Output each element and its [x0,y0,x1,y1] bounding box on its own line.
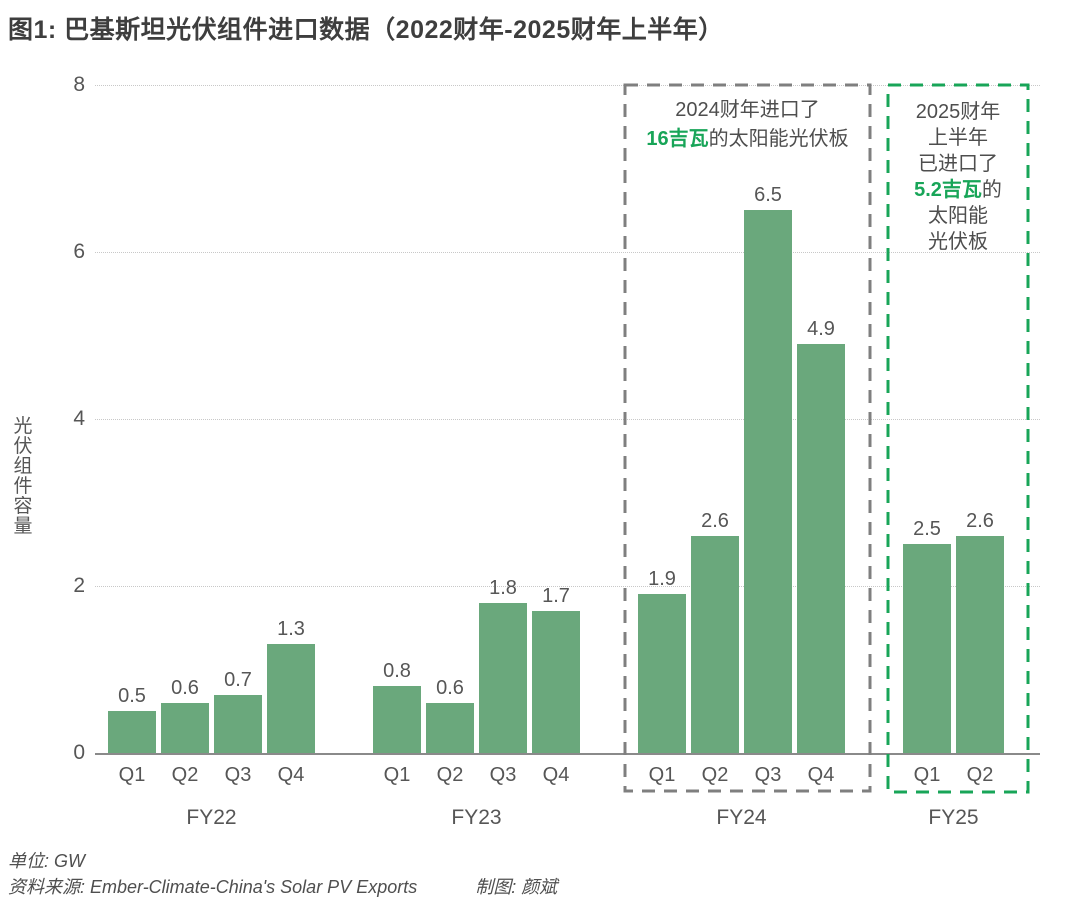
bar-FY24-Q3 [744,210,792,753]
bar-FY22-Q2 [161,703,209,753]
chart-title: 图1: 巴基斯坦光伏组件进口数据（2022财年-2025财年上半年） [8,16,724,44]
y-tick-label-2: 2 [73,574,85,597]
bar-FY24-Q2 [691,536,739,753]
annotation-text: 2024财年进口了 [675,99,820,121]
bar-value-label: 1.8 [489,577,517,599]
annotation-text: 已进口了 [918,153,998,175]
bar-FY23-Q1 [373,686,421,753]
bar-value-label: 1.7 [542,585,570,607]
bar-FY22-Q4 [267,644,315,753]
bar-value-label: 0.6 [436,677,464,699]
gridline-2 [95,586,1040,587]
gridline-4 [95,419,1040,420]
bar-FY23-Q3 [479,603,527,753]
annotation-FY25: 2025财年 上半年 已进口了 5.2吉瓦的 太阳能 光伏板 [888,99,1028,255]
annotation-text: 的太阳能光伏板 [708,128,849,150]
quarter-label: Q4 [542,764,570,786]
gridline-6 [95,252,1040,253]
bar-FY24-Q4 [797,344,845,753]
annotation-text: 2025财年 [915,101,1001,123]
annotation-highlight-text: 16吉瓦 [646,128,709,150]
annotation-line: 2024财年进口了 [625,96,870,125]
quarter-label: Q3 [754,764,782,786]
bar-FY22-Q1 [108,711,156,753]
bar-value-label: 0.6 [171,677,199,699]
group-label-FY24: FY24 [716,806,767,829]
quarter-label: Q1 [383,764,411,786]
quarter-label: Q4 [807,764,835,786]
quarter-label: Q4 [277,764,305,786]
bar-FY22-Q3 [214,695,262,753]
gridline-8 [95,85,1040,86]
quarter-label: Q1 [913,764,941,786]
bar-value-label: 2.6 [701,510,729,532]
bar-value-label: 1.9 [648,568,676,590]
quarter-label: Q2 [701,764,729,786]
y-tick-label-6: 6 [73,240,85,263]
annotation-text: 光伏板 [928,231,988,253]
quarter-label: Q2 [171,764,199,786]
quarter-label: Q3 [224,764,252,786]
annotation-text: 太阳能 [928,205,988,227]
bar-FY25-Q2 [956,536,1004,753]
bar-value-label: 0.7 [224,669,252,691]
quarter-label: Q2 [436,764,464,786]
unit-note: 单位: GW [8,851,85,871]
bar-FY25-Q1 [903,544,951,753]
annotation-line: 光伏板 [888,229,1028,255]
annotation-text: 的 [981,179,1002,201]
y-tick-label-8: 8 [73,73,85,96]
credit-note: 制图: 颜斌 [475,877,558,897]
quarter-label: Q1 [648,764,676,786]
bar-FY23-Q4 [532,611,580,753]
annotation-line: 上半年 [888,125,1028,151]
group-label-FY22: FY22 [186,806,237,829]
group-label-FY23: FY23 [451,806,502,829]
group-label-FY25: FY25 [928,806,979,829]
bar-FY23-Q2 [426,703,474,753]
x-axis-line [95,753,1040,755]
quarter-label: Q1 [118,764,146,786]
annotation-highlight-text: 5.2吉瓦 [914,179,982,201]
y-tick-label-4: 4 [73,407,85,430]
annotation-line: 2025财年 [888,99,1028,125]
bar-value-label: 0.5 [118,685,146,707]
y-tick-label-0: 0 [73,741,85,764]
annotation-line: 5.2吉瓦的 [888,177,1028,203]
source-note: 资料来源: Ember-Climate-China's Solar PV Exp… [8,877,418,897]
bar-value-label: 2.5 [913,518,941,540]
annotation-FY24: 2024财年进口了 16吉瓦的太阳能光伏板 [625,96,870,154]
bar-value-label: 1.3 [277,618,305,640]
annotation-text: 上半年 [928,127,988,149]
bar-FY24-Q1 [638,594,686,753]
y-axis-title: 光 伏 组 件 容 量 [13,416,33,537]
bar-value-label: 4.9 [807,318,835,340]
quarter-label: Q2 [966,764,994,786]
bar-value-label: 0.8 [383,660,411,682]
bar-value-label: 2.6 [966,510,994,532]
bar-value-label: 6.5 [754,184,782,206]
annotation-line: 16吉瓦的太阳能光伏板 [625,125,870,154]
quarter-label: Q3 [489,764,517,786]
footer-line: 资料来源: Ember-Climate-China's Solar PV Exp… [8,873,557,899]
annotation-line: 已进口了 [888,151,1028,177]
annotation-line: 太阳能 [888,203,1028,229]
